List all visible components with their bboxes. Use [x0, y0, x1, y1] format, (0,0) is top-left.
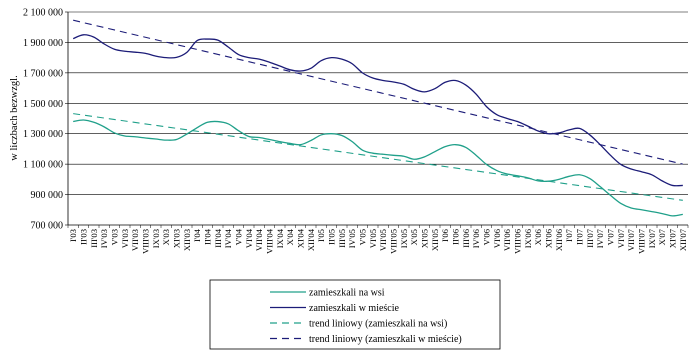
x-tick-label: I'07	[564, 228, 574, 242]
x-tick-label: IV'03	[99, 229, 109, 248]
x-tick-label: X'05	[409, 229, 419, 245]
x-tick-label: III'06	[461, 228, 471, 247]
y-axis-label: w liczbach bezwzgl.	[9, 75, 20, 160]
x-tick-label: VII'03	[130, 229, 140, 251]
legend-label: zamieszkali w mieście	[309, 303, 400, 314]
x-tick-label: IV'04	[223, 228, 233, 248]
x-tick-label: XII'07	[678, 228, 688, 251]
x-tick-label: III'05	[337, 229, 347, 248]
x-tick-label: VI'07	[616, 228, 626, 248]
series-line-3	[73, 113, 683, 201]
x-tick-label: I'03	[68, 229, 78, 242]
x-tick-label: XII'03	[182, 229, 192, 251]
y-axis-ticks: 2 100 000 1 900 000 1 700 000 1 500 000 1 30…	[23, 8, 68, 232]
legend-label: zamieszkali na wsi	[309, 288, 385, 299]
y-tick-label: 1 100 000	[23, 160, 63, 171]
x-tick-label: II'06	[451, 228, 461, 245]
x-tick-label: XI'06	[544, 228, 554, 248]
x-tick-label: VI'04	[244, 228, 254, 248]
y-tick-label: 1 500 000	[23, 99, 63, 110]
x-tick-label: II'04	[203, 228, 213, 245]
legend-box	[209, 279, 501, 350]
x-tick-label: I'04	[192, 228, 202, 242]
x-tick-label: V'06	[482, 228, 492, 245]
series-line-2	[72, 34, 683, 187]
x-axis-ticks: I'03 II'03 III'03 IV'03 V'03 VI'03 VII'03 VIII'…	[67, 225, 689, 254]
x-tick-label: XI'05	[420, 229, 430, 248]
gridlines	[68, 11, 688, 195]
x-tick-label: III'03	[89, 229, 99, 248]
series-line-1	[73, 119, 683, 217]
x-tick-label: XII'05	[430, 229, 440, 251]
y-tick-label: 700 000	[31, 221, 64, 232]
x-tick-label: III'04	[213, 228, 223, 247]
x-tick-label: V'07	[606, 228, 616, 245]
x-tick-label: IX'06	[523, 228, 533, 248]
x-tick-label: VIII'03	[141, 229, 151, 254]
x-tick-label: III'07	[585, 228, 595, 247]
x-tick-label: II'05	[327, 229, 337, 245]
x-tick-label: VIII'07	[637, 228, 647, 254]
x-tick-label: VI'06	[492, 228, 502, 248]
y-tick-label: 2 100 000	[23, 8, 63, 19]
x-tick-label: XI'03	[172, 229, 182, 248]
x-tick-label: VI'03	[120, 229, 130, 248]
x-tick-label: II'03	[79, 229, 89, 245]
x-tick-label: IV'07	[595, 228, 605, 248]
x-tick-label: IV'05	[347, 229, 357, 248]
legend-label: trend liniowy (zamieszkali na wsi)	[309, 319, 447, 330]
x-tick-label: I'06	[440, 228, 450, 242]
x-tick-label: VII'05	[378, 229, 388, 251]
x-tick-label: XII'04	[306, 228, 316, 251]
x-tick-label: II'07	[575, 228, 585, 245]
x-tick-label: IX'07	[647, 228, 657, 248]
x-tick-label: VII'06	[502, 228, 512, 251]
x-tick-label: VIII'05	[389, 229, 399, 254]
x-tick-label: VII'04	[254, 228, 264, 251]
x-tick-label: VII'07	[626, 228, 636, 251]
x-tick-label: V'04	[234, 228, 244, 245]
y-tick-label: 1 900 000	[23, 38, 63, 49]
series-lines	[72, 19, 683, 217]
x-tick-label: V'05	[358, 229, 368, 245]
x-tick-label: I'05	[316, 229, 326, 242]
legend-label: trend liniowy (zamieszkali w mieście)	[309, 334, 462, 345]
x-tick-label: IX'03	[151, 229, 161, 248]
x-tick-label: X'03	[161, 229, 171, 245]
x-tick-label: VIII'04	[265, 228, 275, 254]
x-tick-label: XII'06	[554, 228, 564, 251]
y-tick-label: 900 000	[31, 190, 64, 201]
x-tick-label: XI'07	[668, 228, 678, 248]
y-tick-label: 1 300 000	[23, 129, 63, 140]
x-tick-label: IX'05	[399, 229, 409, 248]
legend: zamieszkali na wsi zamieszkali w mieście t…	[209, 279, 501, 350]
x-tick-label: IV'06	[471, 228, 481, 248]
x-tick-label: IX'04	[275, 228, 285, 248]
x-tick-label: X'07	[657, 228, 667, 245]
x-tick-label: X'04	[285, 228, 295, 245]
x-tick-label: VIII'06	[513, 228, 523, 254]
series-line-4	[73, 19, 683, 165]
x-tick-label: XI'04	[296, 228, 306, 248]
x-tick-label: V'03	[110, 229, 120, 245]
x-tick-label: VI'05	[368, 229, 378, 248]
y-tick-label: 1 700 000	[23, 68, 63, 79]
x-tick-label: X'06	[533, 228, 543, 245]
